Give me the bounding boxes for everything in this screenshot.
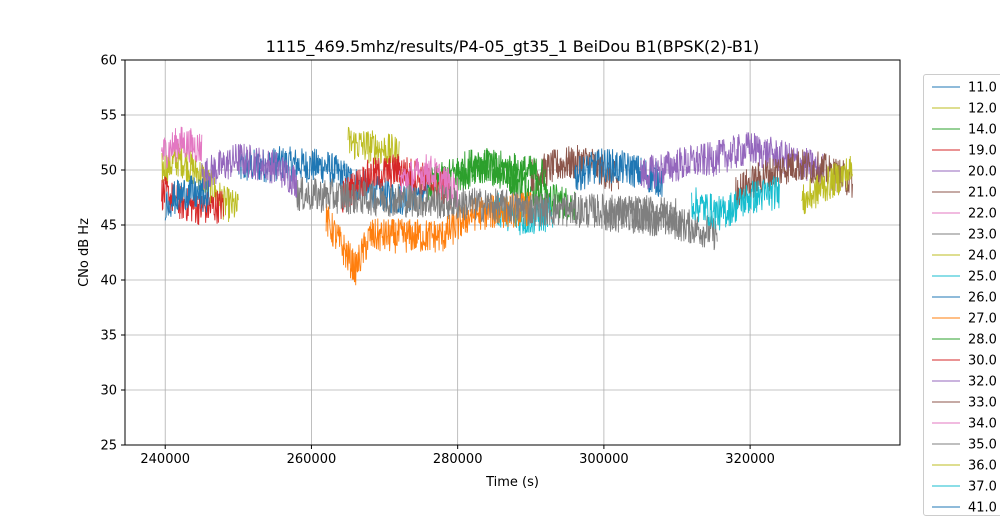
series-line-35.0 bbox=[296, 176, 678, 232]
grid bbox=[125, 59, 900, 446]
series-line-24.0 bbox=[347, 126, 400, 170]
y-tick-label: 30 bbox=[100, 384, 117, 399]
legend-label: 26.0 bbox=[968, 291, 997, 306]
legend-label: 12.0 bbox=[968, 102, 997, 117]
y-tick-label: 55 bbox=[100, 109, 117, 124]
y-tick-label: 40 bbox=[100, 274, 117, 289]
series-line-20.0 bbox=[201, 143, 298, 199]
legend-label: 37.0 bbox=[968, 480, 997, 495]
series-lines bbox=[161, 126, 853, 286]
series-line-32.0 bbox=[639, 132, 824, 190]
y-tick-label: 35 bbox=[100, 329, 117, 344]
chart-title: 1115_469.5mhz/results/P4-05_gt35_1 BeiDo… bbox=[266, 37, 760, 57]
axis-ticks: 240000 260000 280000 300000 320000 25 30 35 40 45… bbox=[100, 54, 774, 468]
legend-label: 30.0 bbox=[968, 354, 997, 369]
y-tick-label: 60 bbox=[100, 54, 117, 69]
legend-label: 21.0 bbox=[968, 186, 997, 201]
series-line-34.0 bbox=[398, 154, 459, 208]
legend-label: 32.0 bbox=[968, 375, 997, 390]
legend-label: 11.0 bbox=[968, 81, 997, 96]
y-tick-label: 25 bbox=[100, 439, 117, 454]
legend-label: 25.0 bbox=[968, 270, 997, 285]
y-tick-label: 45 bbox=[100, 219, 117, 234]
legend-label: 20.0 bbox=[968, 165, 997, 180]
legend-label: 24.0 bbox=[968, 249, 997, 264]
series-line-22.0 bbox=[161, 126, 203, 170]
y-axis-label: CNo dB Hz bbox=[77, 218, 92, 287]
legend-label: 36.0 bbox=[968, 459, 997, 474]
x-tick-label: 240000 bbox=[140, 452, 190, 467]
legend-label: 22.0 bbox=[968, 207, 997, 222]
plot-frame bbox=[124, 59, 901, 446]
x-tick-label: 320000 bbox=[725, 452, 775, 467]
x-tick-label: 300000 bbox=[579, 452, 629, 467]
legend-label: 35.0 bbox=[968, 438, 997, 453]
legend-label: 41.0 bbox=[968, 501, 997, 516]
x-tick-label: 280000 bbox=[433, 452, 483, 467]
series-line-37.0 bbox=[691, 176, 780, 231]
legend-label: 19.0 bbox=[968, 144, 997, 159]
legend-entries: 11.0 12.0 14.0 19.0 20.0 21.0 22.0 23.0 24.0 25.0… bbox=[932, 81, 997, 516]
chart: 240000 260000 280000 300000 320000 25 30 35 40 45… bbox=[77, 37, 901, 490]
x-axis-label: Time (s) bbox=[485, 475, 539, 490]
series-line-36.0 bbox=[801, 155, 853, 215]
series-line-41.0 bbox=[164, 175, 210, 221]
series-line-19.0 bbox=[161, 176, 225, 226]
x-tick-label: 260000 bbox=[287, 452, 337, 467]
legend-label: 23.0 bbox=[968, 228, 997, 243]
legend-label: 34.0 bbox=[968, 417, 997, 432]
legend-label: 27.0 bbox=[968, 312, 997, 327]
legend-label: 14.0 bbox=[968, 123, 997, 138]
legend: 11.0 12.0 14.0 19.0 20.0 21.0 22.0 23.0 24.0 25.0… bbox=[923, 74, 1000, 516]
y-tick-label: 50 bbox=[100, 164, 117, 179]
legend-label: 28.0 bbox=[968, 333, 997, 348]
legend-label: 33.0 bbox=[968, 396, 997, 411]
